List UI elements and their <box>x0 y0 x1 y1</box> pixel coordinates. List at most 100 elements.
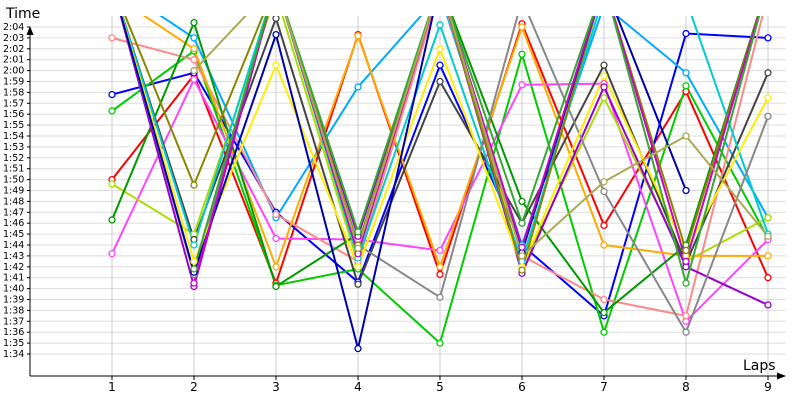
y-tick-label: 2:03 <box>3 33 24 44</box>
y-axis-arrow <box>26 26 34 35</box>
data-point <box>272 234 280 243</box>
data-point <box>108 216 116 224</box>
y-tick-label: 1:34 <box>3 349 24 360</box>
data-point <box>518 219 526 227</box>
y-tick-label: 2:02 <box>3 44 24 55</box>
data-point <box>354 83 362 91</box>
series-line-5 <box>159 16 769 246</box>
data-point <box>518 243 526 251</box>
data-point <box>764 112 772 121</box>
data-point <box>190 18 198 27</box>
y-tick-label: 1:42 <box>3 262 24 273</box>
data-point <box>682 312 690 320</box>
y-tick-label: 1:58 <box>3 87 24 98</box>
y-tick-label: 1:55 <box>3 120 24 131</box>
data-point <box>600 328 608 336</box>
data-point <box>436 339 444 347</box>
data-point <box>518 23 526 31</box>
data-point <box>682 328 690 336</box>
y-tick-label: 1:47 <box>3 207 24 218</box>
data-point <box>354 228 362 236</box>
data-point <box>108 90 116 99</box>
data-point <box>108 107 116 115</box>
data-point <box>272 61 280 69</box>
data-point <box>436 246 444 255</box>
x-tick-label: 8 <box>682 380 690 394</box>
data-point <box>600 178 608 186</box>
data-point <box>682 257 690 266</box>
y-tick-label: 1:50 <box>3 175 24 186</box>
data-point <box>436 263 444 271</box>
data-point <box>436 21 444 29</box>
data-point <box>764 69 772 77</box>
data-point <box>354 263 362 271</box>
data-point <box>764 232 772 240</box>
series-line-10 <box>111 16 759 314</box>
data-point <box>436 45 444 53</box>
y-tick-label: 1:41 <box>3 273 24 284</box>
series-line-19 <box>193 16 769 257</box>
y-tick-label: 2:00 <box>3 66 24 77</box>
data-point <box>354 344 362 353</box>
data-point <box>682 186 690 195</box>
y-tick-label: 1:36 <box>3 327 24 338</box>
x-axis-title: Laps <box>743 358 776 374</box>
y-tick-label: 1:51 <box>3 164 24 175</box>
data-point <box>682 82 690 90</box>
data-point <box>600 308 608 317</box>
data-point <box>436 270 444 279</box>
y-axis-title: Time <box>5 6 40 22</box>
data-point <box>764 301 772 309</box>
data-point <box>190 265 198 273</box>
data-point <box>354 244 362 252</box>
y-tick-label: 1:43 <box>3 251 24 262</box>
data-point <box>108 34 116 42</box>
data-point <box>764 34 772 42</box>
data-point <box>600 72 608 80</box>
y-tick-label: 2:01 <box>3 55 24 66</box>
data-point <box>436 293 444 301</box>
data-point <box>190 45 198 53</box>
data-point <box>764 94 772 102</box>
data-point <box>518 266 526 274</box>
data-point <box>272 30 280 39</box>
data-point <box>764 274 772 282</box>
data-point <box>519 0 525 3</box>
y-tick-label: 1:40 <box>3 284 24 295</box>
data-point <box>272 282 280 291</box>
data-point <box>190 34 198 42</box>
x-tick-label: 6 <box>518 380 526 394</box>
data-point <box>108 180 116 188</box>
data-point <box>682 29 690 38</box>
data-point <box>682 69 690 77</box>
x-axis-arrow <box>777 372 786 380</box>
y-tick-label: 1:37 <box>3 316 24 327</box>
data-point <box>190 56 198 64</box>
data-point <box>354 32 362 40</box>
y-tick-label: 1:59 <box>3 77 24 88</box>
x-tick-label: 3 <box>272 380 280 394</box>
data-point <box>683 0 689 3</box>
data-point <box>272 263 280 271</box>
y-tick-label: 1:35 <box>3 338 24 349</box>
data-point <box>682 132 690 140</box>
x-tick-labels: 1 2 3 4 5 6 7 8 9 <box>108 380 772 394</box>
y-tick-label: 1:54 <box>3 131 24 142</box>
y-tick-label: 1:38 <box>3 305 24 316</box>
data-point <box>108 250 116 258</box>
data-point <box>600 295 608 304</box>
data-point <box>518 252 526 260</box>
data-point <box>600 221 608 230</box>
x-tick-label: 5 <box>436 380 444 394</box>
data-point <box>682 279 690 287</box>
data-point <box>600 241 608 249</box>
data-point <box>190 75 198 83</box>
y-tick-labels: 1:341:351:361:371:381:391:401:411:421:43… <box>3 22 24 360</box>
x-tick-label: 7 <box>600 380 608 394</box>
data-point <box>272 210 280 219</box>
data-point <box>518 50 526 58</box>
data-point <box>600 83 608 91</box>
data-point <box>190 257 198 266</box>
x-tick-label: 1 <box>108 380 116 394</box>
